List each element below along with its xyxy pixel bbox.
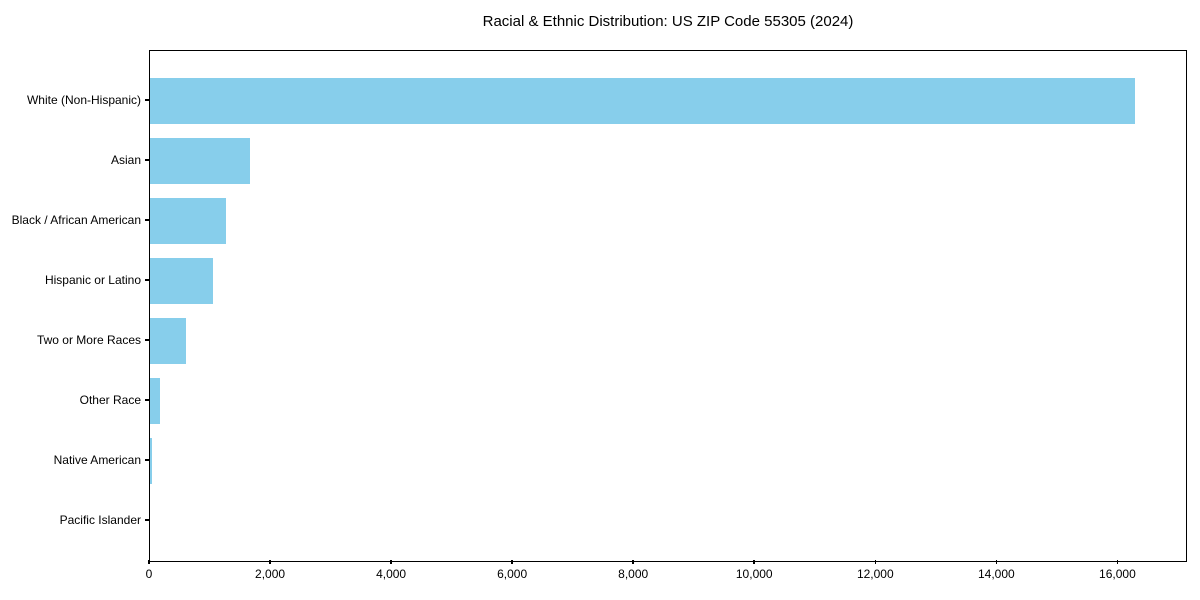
y-tick-mark [145,159,149,161]
x-tick-mark [269,560,271,564]
x-tick-label: 8,000 [618,567,649,581]
x-tick-mark [390,560,392,564]
x-tick-mark [995,560,998,564]
y-tick-mark [145,279,149,281]
x-tick-label: 14,000 [977,567,1015,581]
bar-row-white-non-hispanic [150,71,1186,131]
x-tick-mark [148,560,150,564]
bar-row-native-american [150,431,1186,491]
x-tick-label: 16,000 [1099,567,1136,581]
bar-native-american [150,438,153,484]
chart-title: Racial & Ethnic Distribution: US ZIP Cod… [482,13,854,30]
x-tick-label: 0 [145,567,153,581]
bar-row-pacific-islander [150,491,1186,551]
y-axis-label: Asian [110,153,141,167]
y-tick-mark [145,339,149,341]
bar-two-or-more-races [150,318,187,364]
x-tick-mark [874,560,877,564]
bar-row-hispanic-or-latino [150,251,1186,311]
bar-row-two-or-more-races [150,311,1186,371]
bar-row-black-african-american [150,191,1186,251]
x-tick-mark [511,560,513,564]
bars-layer [150,51,1186,561]
y-label-row-white-non-hispanic: White (Non-Hispanic) [0,70,149,130]
bar-asian [150,138,250,184]
plot-area [149,50,1187,562]
y-tick-mark [145,519,149,521]
y-axis-label: Other Race [79,393,141,407]
y-label-row-asian: Asian [0,130,149,190]
y-label-row-pacific-islander: Pacific Islander [0,490,149,550]
bar-white-non-hispanic [150,78,1135,124]
x-tick-mark [632,560,634,564]
y-axis-label: Hispanic or Latino [44,273,141,287]
y-tick-mark [145,459,149,461]
y-axis-label: Two or More Races [36,333,141,347]
y-axis-label: Pacific Islander [59,513,141,527]
y-tick-mark [145,99,149,101]
bar-other-race [150,378,160,424]
y-label-row-hispanic-or-latino: Hispanic or Latino [0,250,149,310]
x-tick-label: 10,000 [735,567,773,581]
x-tick-label: 6,000 [497,567,528,581]
bar-row-asian [150,131,1186,191]
x-tick-label: 12,000 [856,567,894,581]
y-axis-label: Native American [53,453,141,467]
y-label-row-two-or-more-races: Two or More Races [0,310,149,370]
bar-hispanic-or-latino [150,258,214,304]
y-label-row-native-american: Native American [0,430,149,490]
x-tick-label: 4,000 [376,567,407,581]
y-axis-labels: White (Non-Hispanic) Asian Black / African… [0,50,149,562]
y-tick-mark [145,219,149,221]
y-label-row-other-race: Other Race [0,370,149,430]
y-axis-label: Black / African American [11,213,141,227]
bar-row-other-race [150,371,1186,431]
x-tick-mark [753,560,755,564]
x-axis: 0 2,000 4,000 6,000 8,000 10,000 12,000 14,000 1… [145,560,1187,590]
x-tick-label: 2,000 [255,567,286,581]
x-tick-mark [1116,560,1119,564]
y-axis-label: White (Non-Hispanic) [26,93,141,107]
bar-black-african-american [150,198,226,244]
y-tick-mark [145,399,149,401]
y-label-row-black-african-american: Black / African American [0,190,149,250]
